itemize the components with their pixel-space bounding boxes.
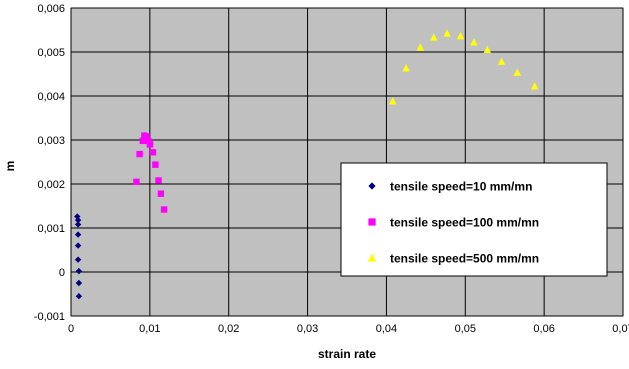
data-point [139,137,146,145]
data-point [456,31,465,40]
data-point [157,190,165,197]
data-point [74,256,82,263]
series-2 [133,132,168,213]
y-tick-label: 0,005 [37,47,65,59]
legend-label: tensile speed=500 mm/mn [390,252,539,266]
data-point [75,267,83,275]
data-point [430,33,438,41]
series-1 [74,213,83,300]
data-point [74,221,82,228]
data-point [155,177,162,184]
data-point [74,216,82,224]
y-axis-ticks: -0,001 0 0,001 0,002 0,003 0,004 0,005 0,006 [34,3,65,323]
legend-entry: tensile speed=500 mm/mn [367,252,539,266]
legend: tensile speed=10 mm/mn tensile speed=100 … [340,162,608,277]
x-tick-label: 0,05 [455,323,476,335]
data-point [74,213,81,220]
data-point [75,279,83,287]
data-point [530,82,539,90]
y-tick-label: 0,002 [37,179,65,191]
y-tick-label: 0,006 [37,3,65,15]
y-tick-label: 0,001 [37,223,65,235]
data-point [145,137,152,145]
legend-marker [368,218,376,226]
series-3 [389,29,539,105]
data-point [483,45,492,53]
data-point [389,97,397,105]
data-point [74,242,82,249]
data-point [149,149,157,156]
data-point [470,38,478,46]
data-point [416,43,425,51]
data-point [75,293,83,300]
y-tick-label: 0,004 [37,91,65,103]
y-tick-label: 0,003 [37,135,65,147]
x-tick-label: 0,01 [139,323,160,335]
data-point [497,57,506,65]
data-point [152,161,159,168]
data-points [74,29,539,300]
y-tick-label: 0 [59,267,65,279]
data-point [443,29,451,37]
legend-label: tensile speed=100 mm/mn [390,216,539,230]
legend-box [340,162,608,277]
y-tick-label: -0,001 [34,311,65,323]
y-axis-title: m [3,161,17,172]
x-tick-label: 0,02 [218,323,239,335]
x-tick-label: 0,04 [376,323,397,335]
legend-marker [368,182,376,190]
data-point [146,141,154,148]
x-tick-label: 0 [68,323,74,335]
data-point [160,206,168,213]
x-tick-label: 0,06 [533,323,554,335]
legend-marker [367,253,377,262]
x-axis-title: strain rate [318,347,376,361]
legend-entry: tensile speed=10 mm/mn [368,180,532,194]
legend-entry: tensile speed=100 mm/mn [368,216,539,230]
x-tick-label: 0,07 [612,323,629,335]
x-axis-ticks: 0 0,01 0,02 0,03 0,04 0,05 0,06 0,07 [68,323,629,335]
data-point [513,68,522,76]
data-point [133,178,140,185]
data-point [143,133,150,140]
data-point [402,64,410,72]
data-point [74,231,82,238]
data-point [136,150,143,158]
x-tick-label: 0,03 [297,323,318,335]
legend-label: tensile speed=10 mm/mn [390,180,532,194]
